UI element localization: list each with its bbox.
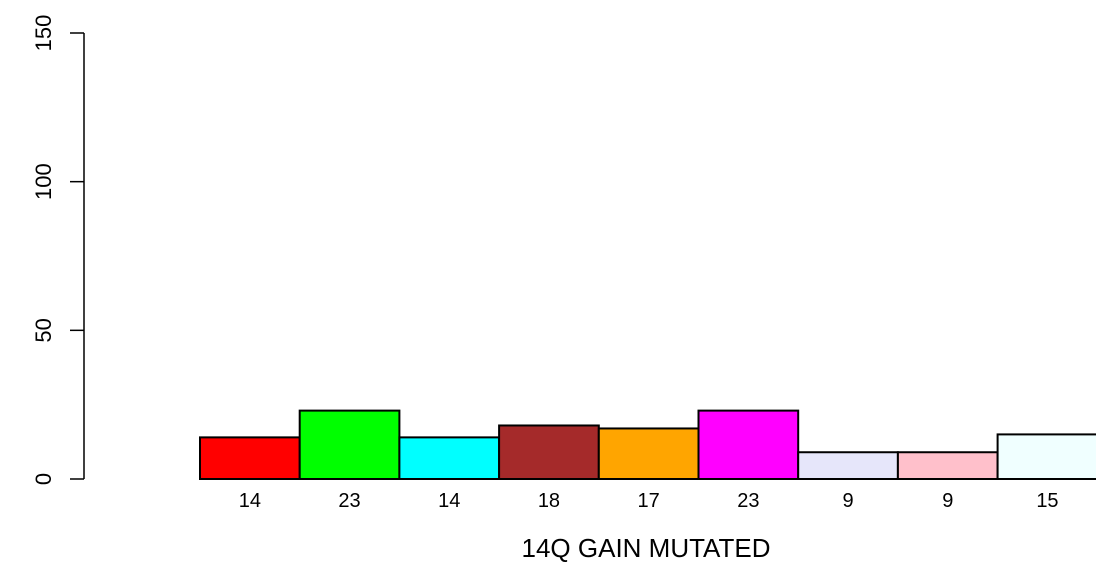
x-category-label: 23: [737, 490, 759, 512]
x-category-label: 23: [338, 490, 360, 512]
x-category-label: 14: [438, 490, 460, 512]
bar: [797, 451, 899, 480]
bar: [498, 424, 600, 481]
y-tick-label: 150: [31, 15, 56, 52]
bar: [398, 436, 501, 480]
bar: [298, 409, 401, 481]
x-category-label: 15: [1036, 490, 1058, 512]
bars-group: [199, 409, 1096, 481]
x-category-label: 17: [638, 490, 660, 512]
bar: [996, 433, 1096, 480]
x-category-label: 14: [239, 490, 261, 512]
x-category-label: 9: [842, 490, 853, 512]
x-category-label: 9: [942, 490, 953, 512]
bar: [896, 451, 999, 480]
y-tick-label: 50: [31, 318, 56, 342]
x-axis-title: 14Q GAIN MUTATED: [522, 533, 771, 563]
bar-labels-group: 14 23 14 18 17 23 9 9 15: [239, 490, 1059, 512]
y-tick-label: 100: [31, 163, 56, 200]
y-tick-label: 0: [31, 473, 56, 485]
y-axis: 0 50 100 150: [31, 15, 85, 485]
bar: [597, 427, 700, 481]
x-category-label: 18: [538, 490, 560, 512]
bar: [697, 409, 800, 481]
bar: [199, 436, 301, 480]
